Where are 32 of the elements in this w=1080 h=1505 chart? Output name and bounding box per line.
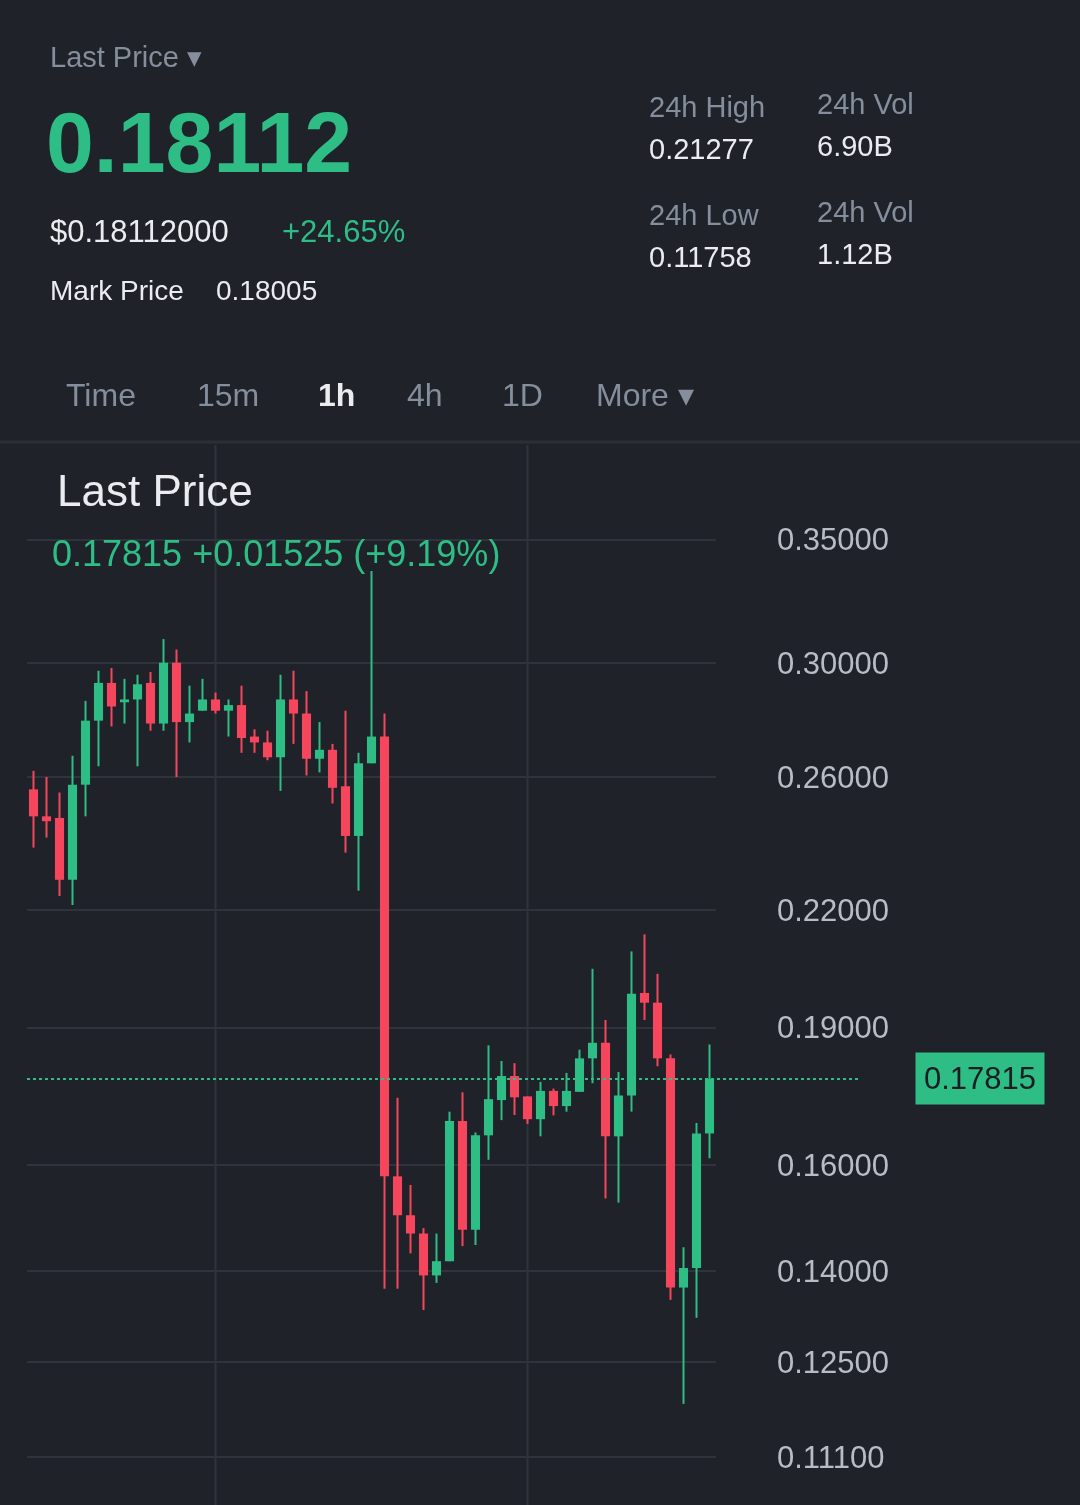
y-tick-label: 0.30000: [777, 645, 890, 681]
y-tick-label: 0.16000: [777, 1147, 890, 1183]
text: 0.18112: [46, 94, 353, 190]
text: 1D: [502, 377, 543, 413]
y-tick-label: 0.35000: [777, 522, 890, 558]
text: 24h Vol: [817, 88, 914, 120]
text: Last Price ▾: [50, 41, 202, 73]
text: 0.11758: [649, 241, 752, 273]
text: Time: [66, 377, 136, 413]
y-tick-label: 0.26000: [777, 759, 890, 795]
text: Last Price: [57, 466, 253, 515]
text: 0.17815 +0.01525 (+9.19%): [52, 533, 501, 574]
text: 6.90B: [817, 130, 893, 162]
text: 1.12B: [817, 238, 893, 270]
text: 24h Vol: [817, 196, 914, 228]
text: 1h: [318, 377, 356, 413]
text: 4h: [407, 377, 443, 413]
y-tick-label: 0.22000: [777, 893, 890, 929]
text: $0.18112000: [50, 214, 229, 249]
ref-line-label: 0.17815: [924, 1061, 1037, 1096]
text: 24h High: [649, 91, 766, 123]
y-tick-label: 0.14000: [777, 1254, 890, 1290]
y-tick-label: 0.11100: [777, 1439, 885, 1475]
y-tick-label: 0.12500: [777, 1344, 890, 1380]
text: 24h Low: [649, 199, 760, 231]
text: 15m: [197, 377, 260, 413]
text: More ▾: [596, 377, 694, 413]
y-tick-label: 0.19000: [777, 1010, 890, 1046]
text: 0.21277: [649, 133, 754, 165]
text: +24.65%: [282, 214, 406, 249]
text: Mark Price: [50, 275, 184, 306]
text: 0.18005: [216, 275, 318, 306]
